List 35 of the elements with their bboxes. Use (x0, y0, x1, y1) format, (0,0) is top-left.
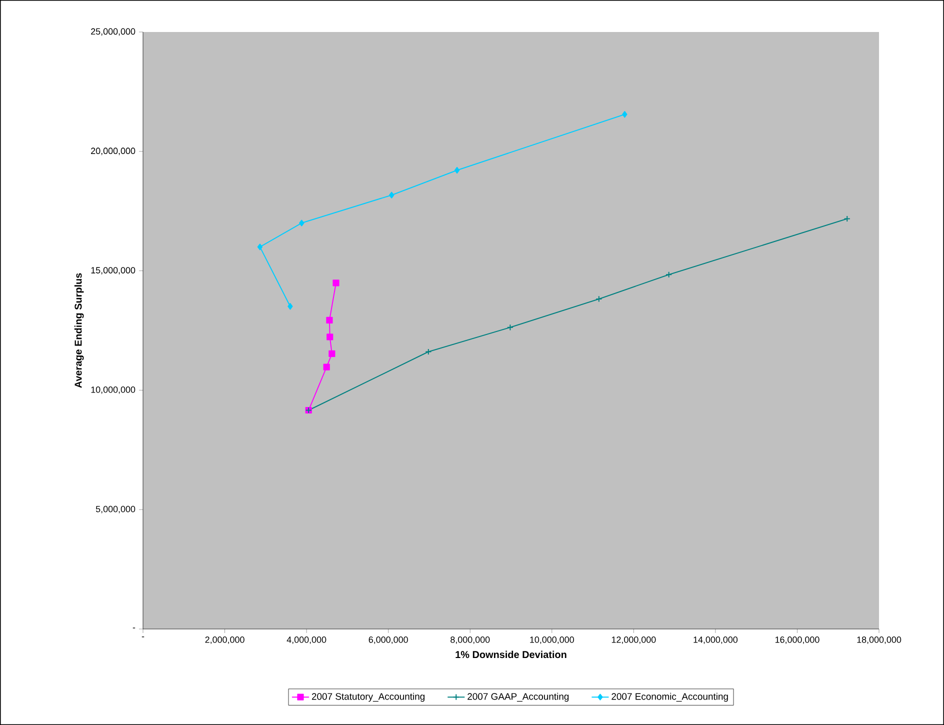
point (323, 364, 330, 370)
x-tick-label: 18,000,000 (857, 636, 902, 644)
point (596, 296, 602, 302)
x-tick-label: 2,000,000 (205, 636, 244, 644)
point (299, 220, 304, 226)
point (328, 350, 336, 357)
point (332, 280, 340, 286)
x-tick-label: 4,000,000 (286, 636, 326, 644)
point (622, 111, 628, 118)
x-tick-label: - (142, 636, 144, 638)
y-tick-label: 25,000,000 (91, 28, 136, 36)
y-axis-title: Average Ending Surplus (74, 273, 84, 388)
legend-label: 2007 GAAP_Accounting (468, 692, 569, 702)
point (666, 271, 672, 278)
point (425, 348, 432, 356)
point (454, 166, 460, 174)
x-axis-title: 1% Downside Deviation (456, 650, 566, 658)
point (326, 316, 333, 324)
y-tick-label: 15,000,000 (91, 267, 136, 274)
y-tick-label: 5,000,000 (96, 506, 136, 514)
point (506, 324, 514, 331)
x-tick-label: 14,000,000 (694, 636, 738, 644)
legend-label: 2007 Statutory_Accounting (312, 692, 425, 702)
point (326, 334, 334, 340)
y-tick-label: 10,000,000 (91, 386, 136, 394)
point (257, 244, 263, 250)
x-tick-label: 8,000,000 (450, 636, 490, 644)
point (288, 303, 293, 310)
legend-label: 2007 Economic_Accounting (612, 692, 728, 702)
point (389, 192, 394, 198)
x-tick-label: 10,000,000 (530, 636, 574, 644)
y-tick-label: 20,000,000 (91, 148, 136, 156)
x-tick-label: 16,000,000 (775, 636, 820, 644)
x-tick-label: 12,000,000 (612, 636, 656, 644)
x-tick-label: 6,000,000 (368, 636, 408, 644)
